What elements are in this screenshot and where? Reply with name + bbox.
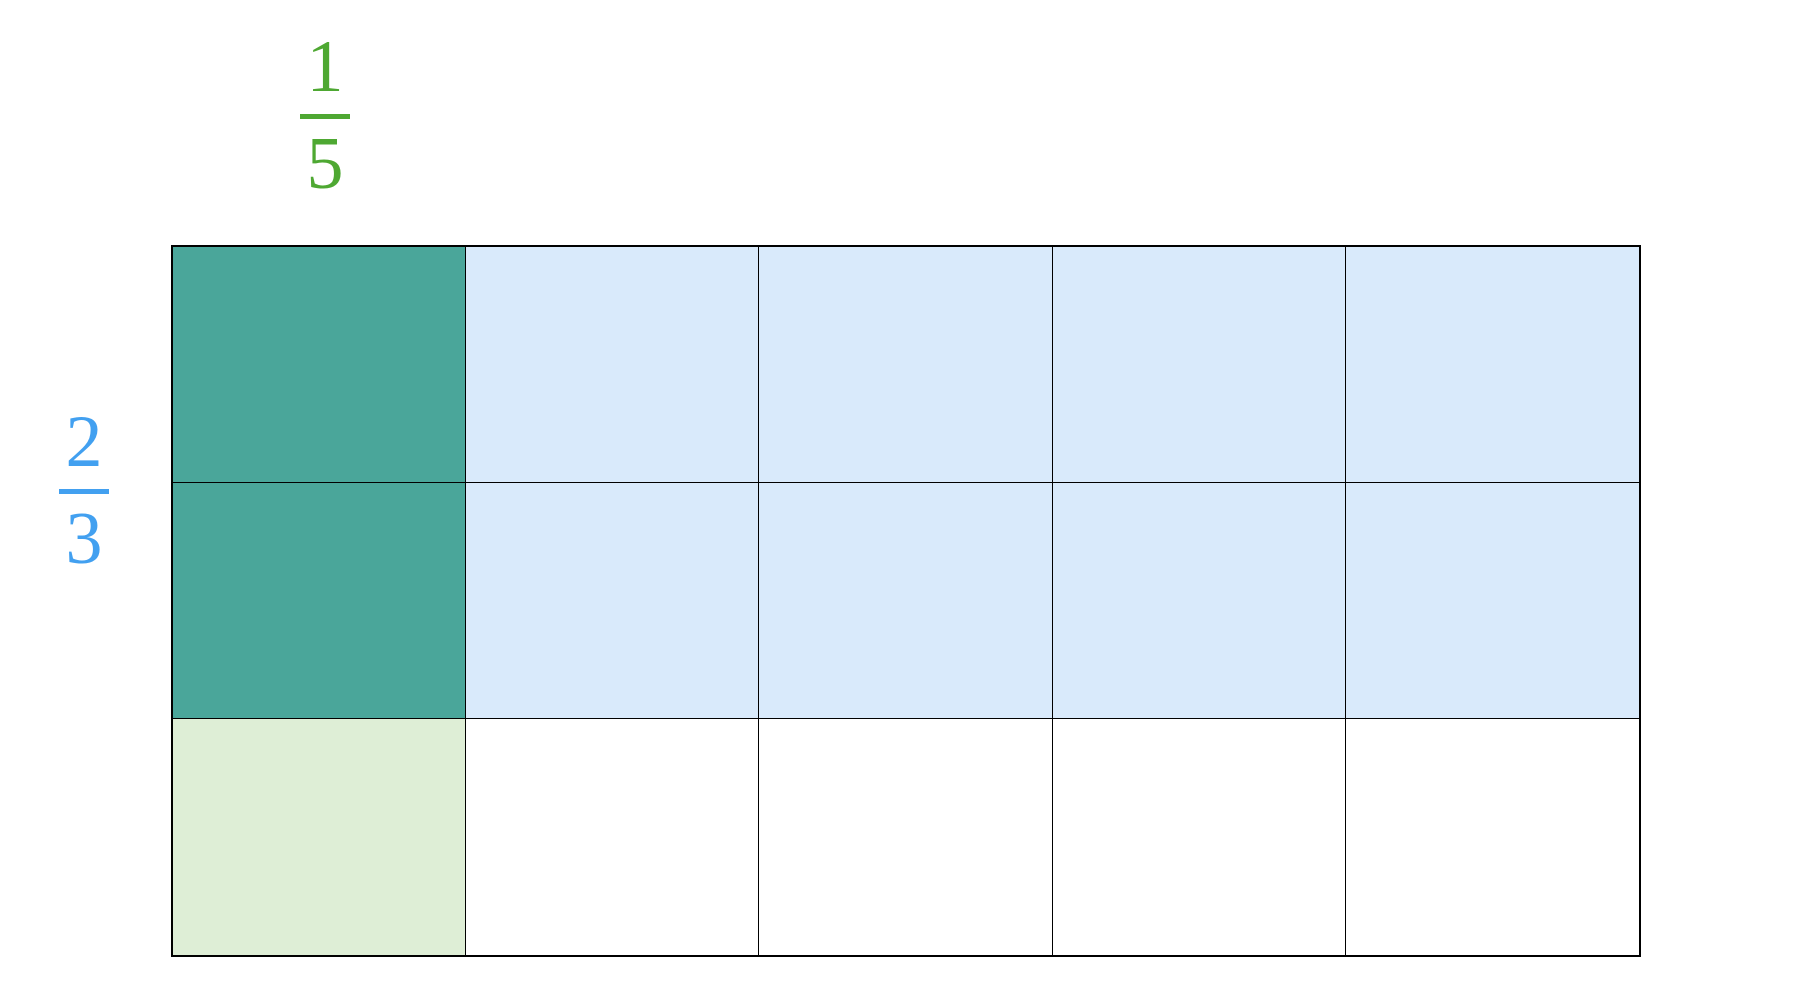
grid-cell-row-shaded [1052,483,1346,719]
grid-cell-empty [759,719,1053,955]
grid-cell-empty [1052,719,1346,955]
grid-cell-column-shaded [173,719,467,955]
top-fraction-bar [300,114,350,119]
grid-cell-row-shaded [759,483,1053,719]
grid-cell-row-shaded [466,483,760,719]
grid-cell-row-shaded [1345,247,1639,483]
side-fraction-bar [59,489,109,494]
top-fraction-denominator: 5 [306,123,344,205]
top-fraction: 1 5 [300,30,350,201]
grid-cell-row-shaded [1052,247,1346,483]
grid-cell-row-shaded [759,247,1053,483]
side-fraction: 2 3 [59,405,109,576]
grid-cell-empty [1345,719,1639,955]
grid-cell-row-shaded [1345,483,1639,719]
area-model-grid [171,245,1641,957]
side-fraction-denominator: 3 [65,498,103,580]
grid-cell-overlap [173,247,467,483]
grid-cell-row-shaded [466,247,760,483]
grid-cell-empty [466,719,760,955]
top-fraction-numerator: 1 [306,26,344,108]
grid-cell-overlap [173,483,467,719]
side-fraction-numerator: 2 [65,401,103,483]
